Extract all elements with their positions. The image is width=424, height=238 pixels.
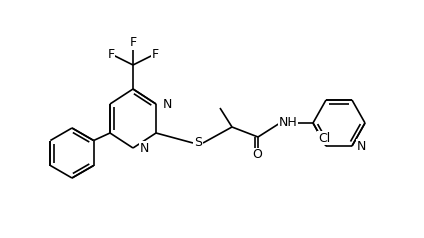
Text: F: F xyxy=(151,48,159,60)
Text: N: N xyxy=(357,139,366,153)
Text: F: F xyxy=(107,48,114,60)
Text: Cl: Cl xyxy=(318,132,330,144)
Text: N: N xyxy=(163,98,173,110)
Text: NH: NH xyxy=(279,116,297,129)
Text: S: S xyxy=(194,137,202,149)
Text: O: O xyxy=(252,149,262,162)
Text: F: F xyxy=(129,36,137,50)
Text: N: N xyxy=(140,142,149,154)
